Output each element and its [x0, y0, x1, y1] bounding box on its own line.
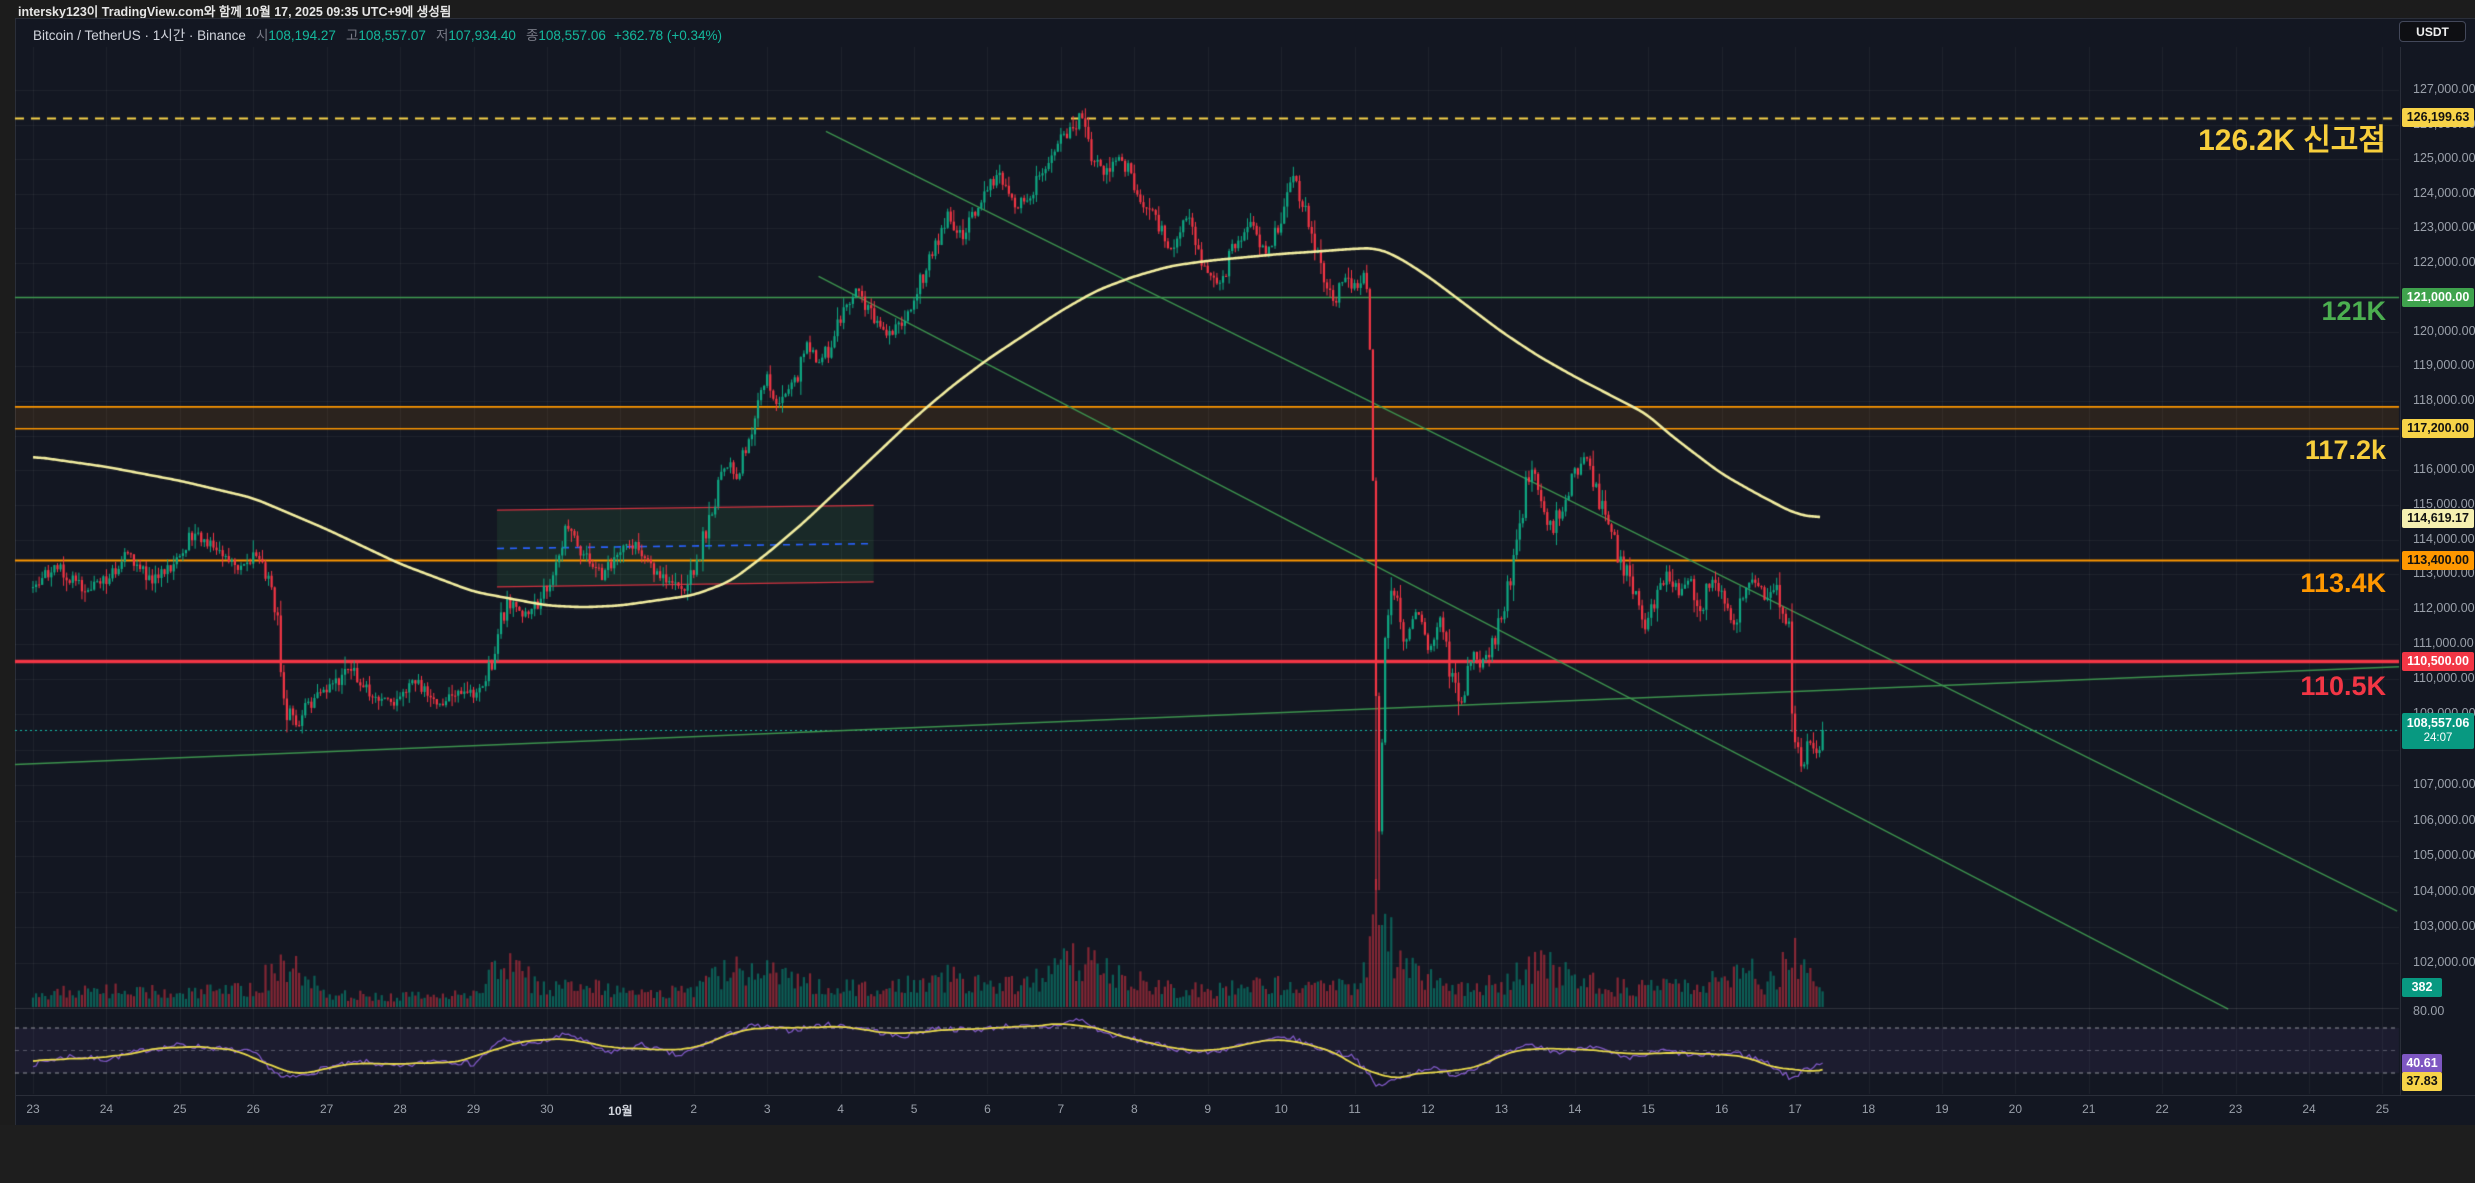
- time-axis-label: 24: [99, 1102, 114, 1116]
- price-axis[interactable]: 127,000.00126,000.00125,000.00124,000.00…: [2400, 47, 2475, 1095]
- price-axis-label: 105,000.00: [2413, 848, 2475, 863]
- close-label: 종: [525, 28, 539, 43]
- time-axis-label: 21: [2082, 1102, 2096, 1116]
- time-axis-label: 6: [984, 1102, 991, 1116]
- time-axis-label: 14: [1568, 1102, 1582, 1116]
- time-axis-label: 11: [1348, 1102, 1361, 1116]
- time-axis-label: 23: [26, 1102, 40, 1116]
- price-axis-label: 112,000.00: [2413, 601, 2475, 615]
- time-axis-label: 25: [173, 1102, 187, 1116]
- time-axis-label: 28: [393, 1102, 407, 1116]
- low-label: 저: [435, 28, 449, 43]
- time-axis-label: 13: [1494, 1102, 1509, 1116]
- change-value: +362.78 (+0.34%): [613, 28, 723, 43]
- time-axis-label: 3: [763, 1102, 771, 1116]
- price-axis-label: 125,000.00: [2413, 151, 2475, 165]
- price-axis-highlight-label: 40.61: [2402, 1053, 2442, 1073]
- price-axis-label: 111,000.00: [2413, 635, 2474, 650]
- price-level-annotation: 126.2K 신고점: [2198, 124, 2386, 158]
- price-axis-label: 114,000.00: [2413, 531, 2475, 546]
- high-label: 고: [345, 28, 359, 43]
- time-axis-label: 24: [2302, 1102, 2316, 1116]
- open-value: 108,194.27: [268, 28, 336, 43]
- price-axis-highlight-label: 126,199.63: [2402, 108, 2474, 128]
- symbol-info-bar[interactable]: Bitcoin / TetherUS · 1시간 · Binance 시108,1…: [33, 24, 722, 44]
- time-axis-label: 9: [1204, 1102, 1212, 1116]
- price-label-value: 117,200.00: [2407, 421, 2469, 436]
- price-axis-label: 118,000.00: [2413, 393, 2475, 407]
- price-axis-label: 104,000.00: [2413, 883, 2475, 898]
- price-label-value: 121,000.00: [2406, 289, 2470, 304]
- symbol-title[interactable]: Bitcoin / TetherUS · 1시간 · Binance: [33, 28, 246, 43]
- price-label-value: 382: [2411, 979, 2433, 994]
- price-axis-highlight-label: 382: [2402, 977, 2442, 997]
- time-axis-label: 12: [1421, 1102, 1435, 1116]
- close-value: 108,557.06: [538, 28, 606, 43]
- price-axis-highlight-label: 37.83: [2402, 1071, 2442, 1091]
- time-axis[interactable]: 23 24 25 26 27 28 29 30 10월 2 3 4 5 6 7 8 9 10 11 12 13 14 15 1…: [15, 1095, 2475, 1126]
- price-axis-highlight-label: 108,557.06 24:07: [2402, 713, 2474, 750]
- currency-toggle-button[interactable]: USDT: [2399, 21, 2466, 42]
- price-axis-label: 124,000.00: [2413, 185, 2475, 200]
- low-value: 107,934.40: [448, 28, 516, 43]
- price-axis-label: 115,000.00: [2413, 497, 2475, 511]
- time-axis-label: 16: [1714, 1102, 1729, 1116]
- time-axis-label: 27: [319, 1102, 334, 1116]
- price-axis-label: 123,000.00: [2413, 220, 2475, 234]
- time-axis-label: 15: [1641, 1102, 1655, 1116]
- time-axis-label: 4: [837, 1102, 844, 1116]
- time-axis-label: 26: [246, 1102, 260, 1116]
- time-axis-label: 17: [1788, 1102, 1802, 1116]
- time-axis-label: 30: [540, 1102, 554, 1116]
- price-level-annotation: 121K: [2321, 296, 2386, 327]
- price-axis-highlight-label: 117,200.00: [2402, 419, 2474, 439]
- price-axis-label: 122,000.00: [2413, 254, 2475, 269]
- price-axis-label: 102,000.00: [2413, 955, 2475, 969]
- open-label: 시: [255, 28, 269, 43]
- time-axis-label: 7: [1057, 1102, 1065, 1116]
- price-axis-label: 120,000.00: [2413, 323, 2475, 338]
- price-axis-highlight-label: 114,619.17: [2402, 508, 2474, 528]
- price-label-value: 110,500.00: [2407, 653, 2469, 668]
- price-label-value: 37.83: [2406, 1073, 2438, 1088]
- price-axis-label: 106,000.00: [2413, 812, 2475, 827]
- price-axis-label: 119,000.00: [2413, 358, 2475, 373]
- time-axis-label: 29: [466, 1102, 481, 1116]
- price-label-value: 113,400.00: [2407, 552, 2469, 567]
- time-axis-label: 8: [1130, 1102, 1138, 1116]
- price-level-annotation: 113.4K: [2300, 568, 2386, 599]
- price-axis-label: 80.00: [2413, 1004, 2445, 1018]
- time-axis-label: 5: [910, 1102, 918, 1116]
- price-label-value: 114,619.17: [2407, 510, 2469, 525]
- time-axis-label: 10: [1274, 1102, 1288, 1116]
- time-axis-label: 18: [1861, 1102, 1876, 1116]
- price-axis-highlight-label: 110,500.00: [2402, 651, 2474, 671]
- price-level-annotation: 110.5K: [2300, 671, 2386, 702]
- price-axis-label: 127,000.00: [2413, 82, 2475, 96]
- price-label-value: 126,199.63: [2406, 110, 2470, 125]
- time-axis-label: 23: [2228, 1102, 2243, 1116]
- bar-countdown: 24:07: [2423, 732, 2453, 745]
- price-axis-label: 116,000.00: [2413, 462, 2475, 477]
- time-axis-label: 22: [2155, 1102, 2169, 1116]
- time-axis-label: 19: [1935, 1102, 1949, 1116]
- price-level-annotation: 117.2k: [2304, 435, 2386, 466]
- price-axis-label: 103,000.00: [2413, 919, 2475, 934]
- time-axis-label: 20: [2008, 1102, 2023, 1116]
- price-axis-highlight-label: 113,400.00: [2402, 550, 2474, 570]
- price-label-value: 40.61: [2406, 1055, 2438, 1070]
- price-axis-highlight-label: 121,000.00: [2402, 287, 2474, 307]
- high-value: 108,557.07: [358, 28, 426, 43]
- time-axis-label: 10월: [608, 1104, 633, 1118]
- price-axis-label: 107,000.00: [2413, 777, 2475, 792]
- time-axis-label: 2: [690, 1102, 698, 1116]
- price-label-value: 108,557.06: [2406, 716, 2470, 731]
- time-axis-label: 25: [2375, 1102, 2390, 1116]
- price-axis-label: 110,000.00: [2413, 670, 2475, 685]
